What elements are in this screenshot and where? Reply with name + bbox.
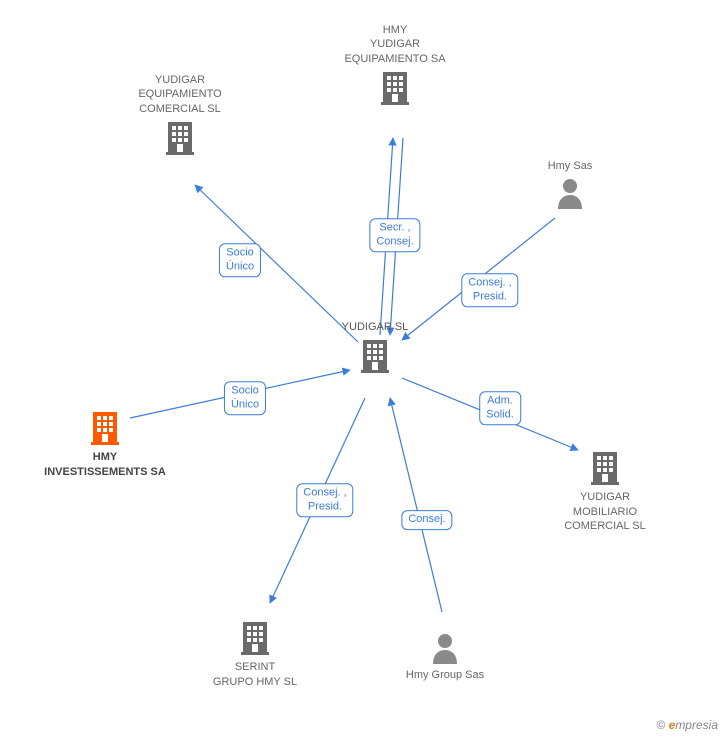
edge-center-bottomleft-label: Consej. , Presid. bbox=[296, 483, 353, 517]
node-label: HMY YUDIGAR EQUIPAMIENTO SA bbox=[305, 23, 485, 66]
node-yudigar-sl[interactable]: YUDIGAR SL bbox=[285, 320, 465, 379]
brand-rest: mpresia bbox=[675, 718, 718, 732]
building-icon bbox=[379, 70, 411, 110]
node-label: Hmy Group Sas bbox=[355, 668, 535, 682]
node-hmy-sas[interactable]: Hmy Sas bbox=[480, 159, 660, 214]
building-icon bbox=[89, 410, 121, 450]
copyright: © empresia bbox=[656, 718, 718, 732]
node-serint-grupo-hmy-sl[interactable]: SERINT GRUPO HMY SL bbox=[165, 616, 345, 689]
person-icon bbox=[430, 632, 460, 668]
person-icon bbox=[555, 177, 585, 213]
building-icon bbox=[164, 120, 196, 160]
node-hmy-group-sas[interactable]: Hmy Group Sas bbox=[355, 628, 535, 683]
node-label: YUDIGAR EQUIPAMIENTO COMERCIAL SL bbox=[90, 73, 270, 116]
copyright-symbol: © bbox=[656, 718, 665, 732]
edge-top-center-in-label: Secr. , Consej. bbox=[369, 218, 420, 252]
node-hmy-yudigar-equipamiento-sa[interactable]: HMY YUDIGAR EQUIPAMIENTO SA bbox=[305, 23, 485, 110]
node-label: SERINT GRUPO HMY SL bbox=[165, 660, 345, 689]
building-icon bbox=[239, 620, 271, 660]
node-yudigar-equipamiento-comercial-sl[interactable]: YUDIGAR EQUIPAMIENTO COMERCIAL SL bbox=[90, 73, 270, 160]
node-label: Hmy Sas bbox=[480, 159, 660, 173]
edge-center-right-label: Adm. Solid. bbox=[479, 391, 521, 425]
node-yudigar-mobiliario-comercial-sl[interactable]: YUDIGAR MOBILIARIO COMERCIAL SL bbox=[515, 446, 695, 533]
edge-bottomright-center bbox=[390, 398, 442, 612]
building-icon bbox=[359, 338, 391, 378]
edge-bottomright-center-label: Consej. bbox=[401, 510, 452, 530]
edge-left-center-label: Socio Único bbox=[224, 381, 266, 415]
node-label: HMY INVESTISSEMENTS SA bbox=[15, 450, 195, 479]
edge-topright-center-label: Consej. , Presid. bbox=[461, 273, 518, 307]
node-label: YUDIGAR MOBILIARIO COMERCIAL SL bbox=[515, 490, 695, 533]
edge-center-topleft-label: Socio Único bbox=[219, 243, 261, 277]
node-hmy-investissements-sa[interactable]: HMY INVESTISSEMENTS SA bbox=[15, 406, 195, 479]
node-label: YUDIGAR SL bbox=[285, 320, 465, 334]
building-icon bbox=[589, 450, 621, 490]
